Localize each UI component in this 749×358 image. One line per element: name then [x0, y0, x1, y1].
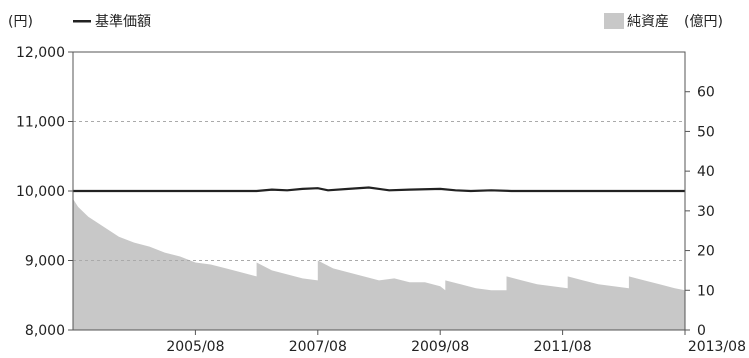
left-tick-label: 11,000 — [16, 115, 65, 131]
left-axis: 8,000 9,000 10,000 11,000 12,000 — [16, 45, 73, 339]
nav-area-layer — [73, 198, 685, 330]
x-tick-label: 2005/08 — [166, 339, 224, 355]
right-tick-label: 0 — [697, 323, 706, 339]
right-tick-label: 40 — [697, 164, 715, 180]
legend-area-swatch — [604, 13, 624, 29]
legend-area-label: 純資産 — [627, 14, 669, 30]
left-tick-label: 10,000 — [16, 184, 65, 200]
x-tick-label: 2013/08 — [688, 339, 746, 355]
right-tick-label: 30 — [697, 204, 715, 220]
series-area-net-assets — [73, 198, 685, 330]
x-tick-label: 2009/08 — [411, 339, 469, 355]
x-tick-label: 2011/08 — [534, 339, 592, 355]
legend-line-label: 基準価額 — [95, 13, 151, 30]
left-tick-label: 12,000 — [16, 45, 65, 61]
right-tick-label: 10 — [697, 283, 715, 299]
left-tick-label: 9,000 — [25, 254, 65, 270]
left-axis-unit: (円) — [8, 14, 33, 30]
right-tick-label: 20 — [697, 244, 715, 260]
legend-line-swatch — [73, 20, 91, 23]
grid-layer — [73, 121, 685, 261]
x-axis: 2005/08 2007/08 2009/08 2011/08 2013/08 — [166, 330, 746, 355]
right-axis: 0 10 20 30 40 50 60 — [685, 85, 715, 339]
right-axis-unit: (億円) — [684, 14, 723, 30]
right-tick-label: 60 — [697, 85, 715, 101]
left-tick-label: 8,000 — [25, 323, 65, 339]
series-line-base-price — [73, 186, 685, 193]
x-tick-label: 2007/08 — [289, 339, 347, 355]
right-tick-label: 50 — [697, 124, 715, 140]
price-line-layer — [73, 186, 685, 193]
